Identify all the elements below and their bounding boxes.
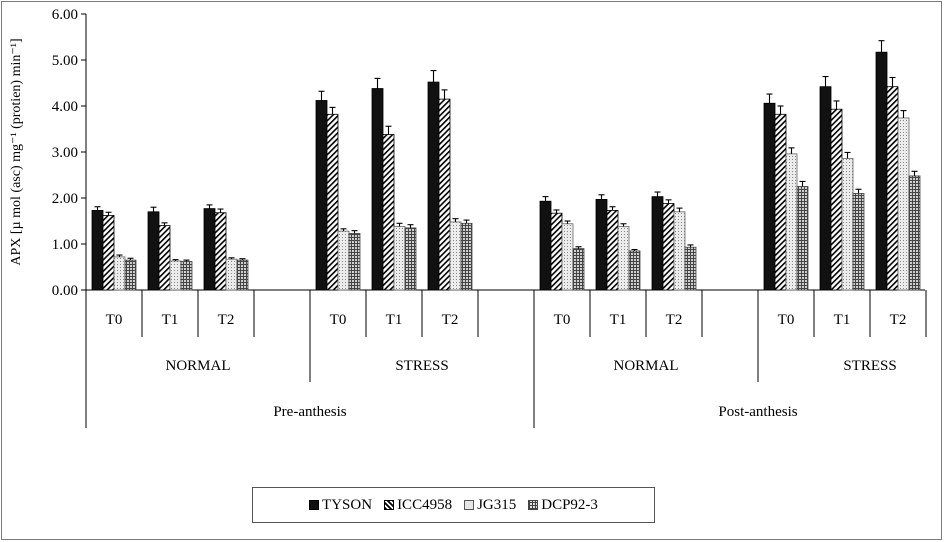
bar	[595, 198, 608, 291]
x-tick-label: T2	[666, 312, 683, 328]
y-tick-label: 2.00	[52, 191, 78, 207]
x-tick-label: T0	[778, 312, 795, 328]
bar	[91, 210, 104, 291]
condition-label: STRESS	[843, 358, 896, 374]
y-tick-label: 4.00	[52, 99, 78, 115]
bar	[147, 211, 160, 291]
legend-swatch-dcp92-3	[528, 500, 539, 510]
bar	[326, 113, 339, 291]
bar	[796, 186, 809, 291]
legend-label-dcp92-3: DCP92-3	[541, 496, 598, 513]
bar	[102, 215, 115, 291]
period-label: Post-anthesis	[718, 404, 797, 420]
legend-swatch-jg315	[464, 500, 475, 510]
bar	[124, 259, 137, 291]
bar	[113, 256, 126, 291]
bar	[550, 212, 563, 291]
bar	[236, 259, 249, 291]
legend-label-icc4958: ICC4958	[397, 496, 453, 513]
legend-item-tyson: TYSON	[309, 497, 372, 514]
y-tick-label: 0.00	[52, 283, 78, 299]
legend-swatch-icc4958	[384, 500, 395, 510]
x-tick-label: T1	[162, 312, 179, 328]
bar	[561, 223, 574, 291]
y-tick-label: 3.00	[52, 145, 78, 161]
bar	[684, 246, 697, 291]
x-tick-label: T0	[554, 312, 571, 328]
bar	[427, 81, 440, 291]
bar	[830, 108, 843, 291]
legend-item-icc4958: ICC4958	[384, 497, 452, 514]
bar	[875, 51, 888, 291]
condition-label: NORMAL	[165, 358, 230, 374]
bar	[315, 100, 328, 291]
bar	[673, 211, 686, 291]
bar	[180, 261, 193, 291]
bar	[337, 230, 350, 291]
bar	[438, 98, 451, 291]
bar	[606, 210, 619, 291]
condition-label: NORMAL	[613, 358, 678, 374]
bar	[214, 212, 227, 291]
y-axis-label: APX [µ mol (asc) mg⁻¹ (protien) min⁻¹]	[9, 38, 24, 265]
bar	[539, 200, 552, 291]
x-tick-label: T2	[218, 312, 235, 328]
bar	[774, 113, 787, 291]
bar	[572, 248, 585, 291]
bar	[908, 175, 921, 291]
bar	[169, 260, 182, 291]
bar	[819, 86, 832, 291]
x-tick-label: T0	[106, 312, 123, 328]
x-tick-label: T1	[834, 312, 851, 328]
condition-label: STRESS	[395, 358, 448, 374]
bar	[460, 222, 473, 291]
legend-swatch-tyson	[309, 500, 320, 510]
legend-item-jg315: JG315	[464, 497, 516, 514]
y-tick-label: 5.00	[52, 53, 78, 69]
bar	[662, 203, 675, 291]
bar	[617, 226, 630, 291]
x-tick-label: T1	[386, 312, 403, 328]
bar	[651, 196, 664, 291]
bar	[203, 208, 216, 291]
category-axis: T0 T1 T2 NORMAL T0 T1 T2 STRESS Pre-anthesis T0 T1…	[85, 290, 927, 428]
legend-label-tyson: TYSON	[322, 496, 373, 513]
bar	[785, 153, 798, 291]
bar	[225, 258, 238, 291]
bar	[886, 86, 899, 291]
bar	[841, 158, 854, 291]
period-label: Pre-anthesis	[273, 404, 346, 420]
x-tick-label: T1	[610, 312, 627, 328]
bar	[897, 117, 910, 291]
bar	[852, 192, 865, 291]
bar	[382, 134, 395, 291]
legend: TYSON ICC4958 JG315 DCP92-3	[252, 487, 655, 523]
bar	[449, 221, 462, 291]
bar	[393, 226, 406, 291]
x-tick-label: T0	[330, 312, 347, 328]
y-tick-label: 6.00	[52, 7, 78, 23]
bar	[404, 227, 417, 291]
legend-item-dcp92-3: DCP92-3	[528, 497, 598, 514]
bars	[91, 40, 921, 291]
x-tick-label: T2	[890, 312, 907, 328]
y-tick-label: 1.00	[52, 237, 78, 253]
legend-label-jg315: JG315	[477, 496, 517, 513]
x-tick-label: T2	[442, 312, 459, 328]
bar	[763, 102, 776, 291]
bar	[158, 225, 171, 291]
bar	[371, 88, 384, 291]
bar	[348, 233, 361, 291]
bar	[628, 250, 641, 291]
